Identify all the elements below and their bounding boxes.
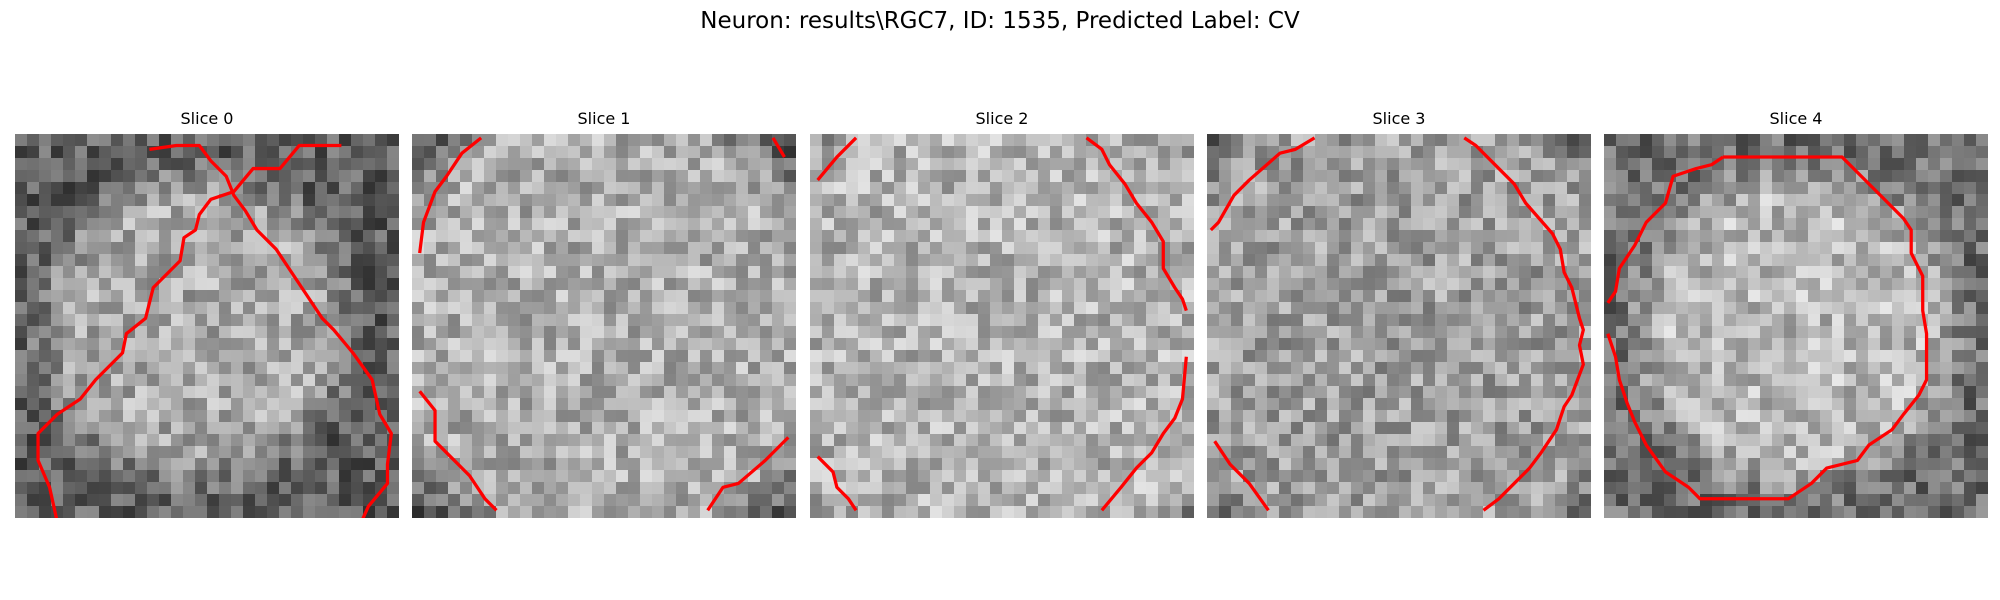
contour-line-2 xyxy=(418,390,498,512)
contour-line-1 xyxy=(1463,136,1585,512)
contour-line-0 xyxy=(36,143,393,518)
contour-line-0 xyxy=(418,136,483,254)
slice-texture xyxy=(412,134,796,518)
slice-panel-2: Slice 2 xyxy=(810,108,1194,518)
slice-panel-4: Slice 4 xyxy=(1604,108,1988,518)
slice-panel-3: Slice 3 xyxy=(1207,108,1591,518)
contour-line-1 xyxy=(771,137,786,158)
slice-panel-0: Slice 0 xyxy=(15,108,399,518)
contour-line-3 xyxy=(1100,356,1188,512)
slice-title-4: Slice 4 xyxy=(1769,109,1823,128)
slice-image-1 xyxy=(412,134,796,518)
contour-line-1 xyxy=(1085,136,1188,312)
figure-suptitle: Neuron: results\RGC7, ID: 1535, Predicte… xyxy=(700,8,1300,34)
slice-title-2: Slice 2 xyxy=(975,109,1029,128)
slice-texture xyxy=(810,134,1194,518)
slice-image-3 xyxy=(1207,134,1591,518)
slice-title-1: Slice 1 xyxy=(577,109,631,128)
contour-line-0 xyxy=(816,136,858,182)
contour-line-0 xyxy=(1606,155,1929,501)
contour-line-0 xyxy=(1209,136,1316,232)
slice-texture xyxy=(15,134,399,518)
slice-image-2 xyxy=(810,134,1194,518)
contour-line-2 xyxy=(1213,440,1270,512)
slice-texture xyxy=(1207,134,1591,518)
slice-image-0 xyxy=(15,134,399,518)
contour-line-2 xyxy=(816,455,858,512)
contour-line-1 xyxy=(1606,155,1724,304)
slice-title-0: Slice 0 xyxy=(180,109,234,128)
slice-panel-1: Slice 1 xyxy=(412,108,796,518)
slice-title-3: Slice 3 xyxy=(1372,109,1426,128)
slice-texture xyxy=(1604,134,1988,518)
slice-image-4 xyxy=(1604,134,1988,518)
contour-line-3 xyxy=(706,436,790,512)
